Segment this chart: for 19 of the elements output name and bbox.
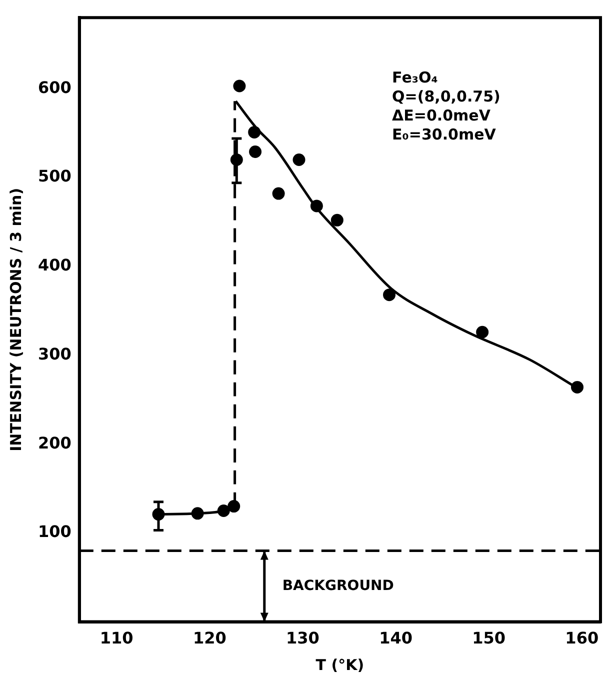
x-tick-label: 150 [472,628,506,648]
y-tick-label: 600 [38,78,72,97]
y-tick-label: 500 [38,166,72,186]
ref-line-label: BACKGROUND [282,578,394,594]
x-tick-label: 110 [100,628,134,648]
y-tick-label: 200 [38,433,72,452]
annotation: Fe₃O₄ [392,68,438,87]
annotation: ΔE=0.0meV [392,106,491,125]
annotation: Q=(8,0,0.75) [392,88,500,106]
x-axis-title: T (°K) [316,656,364,674]
y-tick-label: 300 [38,344,72,364]
x-tick-label: 130 [286,628,320,648]
y-tick-label: 400 [38,256,72,275]
x-tick-label: 160 [565,628,599,648]
x-tick-label: 120 [192,628,226,648]
annotation: E₀=30.0meV [392,126,496,144]
y-tick-label: 100 [38,522,72,542]
x-tick-label: 140 [379,628,412,648]
y-axis-title: INTENSITY (NEUTRONS / 3 min) [6,188,25,452]
